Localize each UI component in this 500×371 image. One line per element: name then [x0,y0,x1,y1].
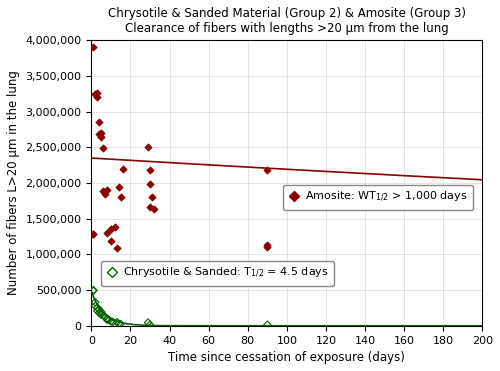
Point [146,181,154,187]
Point [90,232,98,237]
Point [113,245,121,251]
Point [93,305,101,311]
Point [144,144,152,150]
Point [99,188,107,194]
Point [107,238,115,244]
Point [114,184,122,190]
Point [93,308,101,314]
Point [97,130,105,136]
Point [264,167,272,173]
Point [101,191,109,197]
Point [116,194,124,200]
Point [105,317,113,323]
Point [111,224,119,230]
Point [150,206,158,212]
Point [264,244,272,250]
Point [95,310,103,316]
Point [266,266,274,272]
Point [92,303,100,309]
Point [264,242,272,248]
Point [97,312,105,318]
Point [264,322,272,328]
Point [103,316,111,322]
Point [95,132,103,138]
Point [92,299,100,305]
Point [90,288,98,294]
Point [103,317,111,323]
Point [90,45,98,50]
Point [101,313,109,319]
Point [107,319,115,325]
Point [99,312,107,318]
Point [148,194,156,200]
Legend: Chrysotile & Sanded: T$_{1/2}$ = 4.5 days: Chrysotile & Sanded: T$_{1/2}$ = 4.5 day… [101,261,334,286]
Point [146,204,154,210]
Point [146,322,154,328]
Point [92,91,100,97]
Point [90,231,98,237]
Point [99,145,107,151]
Point [113,319,121,325]
Point [93,94,101,100]
Point [103,187,111,193]
Point [93,90,101,96]
Point [97,309,105,315]
Point [109,319,117,325]
X-axis label: Time since cessation of exposure (days): Time since cessation of exposure (days) [168,351,406,364]
Title: Chrysotile & Sanded Material (Group 2) & Amosite (Group 3)
Clearance of fibers w: Chrysotile & Sanded Material (Group 2) &… [108,7,466,35]
Point [97,134,105,139]
Point [90,287,98,293]
Point [118,166,126,172]
Point [144,319,152,325]
Point [103,230,111,236]
Y-axis label: Number of fibers L>20 μm in the lung: Number of fibers L>20 μm in the lung [7,70,20,295]
Point [95,306,103,312]
Point [116,321,124,327]
Point [114,321,122,326]
Point [95,119,103,125]
Point [107,226,115,232]
Point [146,167,154,173]
